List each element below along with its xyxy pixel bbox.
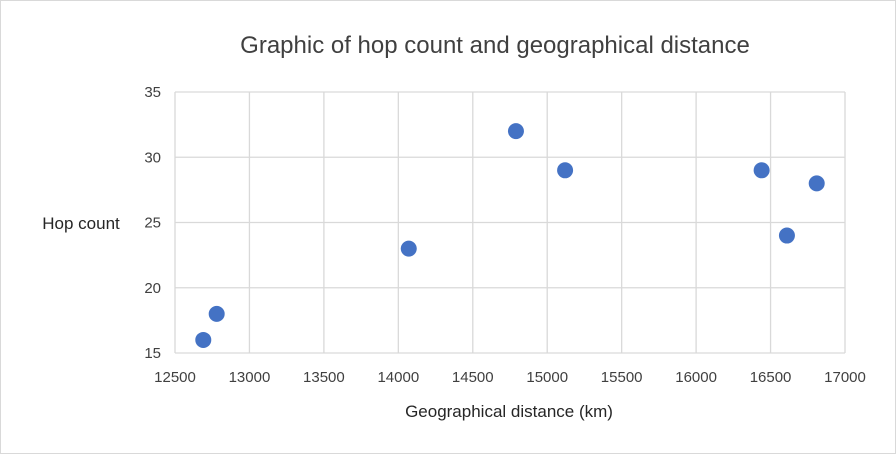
x-tick-label: 15000 [526,369,568,386]
data-point [400,240,417,257]
y-tick-label: 25 [144,215,161,232]
x-axis-ticks: 12500 13000 13500 14000 14500 15000 15500 16000… [154,369,866,386]
y-tick-label: 30 [144,149,161,166]
x-tick-label: 17000 [824,369,866,386]
data-point [753,162,770,179]
data-point [808,175,825,192]
y-tick-label: 20 [144,280,161,297]
x-tick-label: 15500 [601,369,643,386]
chart-title: Graphic of hop count and geographical di… [240,32,750,59]
data-point [557,162,574,179]
data-point [778,227,795,244]
x-tick-label: 16500 [750,369,792,386]
x-tick-label: 12500 [154,369,196,386]
y-axis-ticks: 15 20 25 30 35 [144,84,161,362]
x-axis-title: Geographical distance (km) [405,402,613,421]
data-point [195,331,212,348]
x-tick-label: 14500 [452,369,494,386]
y-tick-label: 35 [144,84,161,101]
data-point [208,305,225,322]
x-tick-label: 16000 [675,369,717,386]
grid [174,91,846,354]
data-point [507,123,524,140]
y-axis-title: Hop count [42,214,120,233]
data-points [195,123,825,348]
x-tick-label: 13500 [303,369,345,386]
x-tick-label: 13000 [229,369,271,386]
x-tick-label: 14000 [377,369,419,386]
y-tick-label: 15 [144,345,161,362]
